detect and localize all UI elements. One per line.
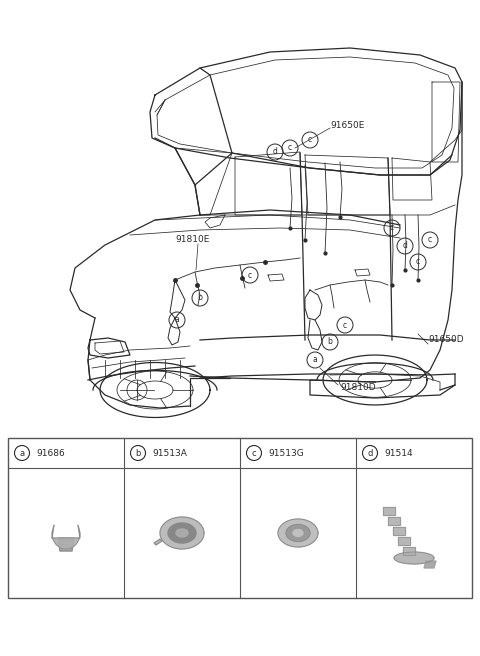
Polygon shape [160,517,204,549]
Polygon shape [403,547,415,555]
Polygon shape [154,539,162,545]
Bar [8,438,472,598]
Text: 91650D: 91650D [428,335,464,344]
Polygon shape [393,527,405,535]
Text: c: c [252,449,256,457]
Polygon shape [394,552,434,564]
Text: 91513A: 91513A [152,449,187,457]
Text: d: d [403,241,408,251]
Text: a: a [19,449,24,457]
Text: 91514: 91514 [384,449,413,457]
Polygon shape [278,519,318,547]
Text: c: c [288,144,292,152]
Text: c: c [343,321,347,329]
Text: 91650E: 91650E [330,121,364,129]
Text: 91810D: 91810D [340,384,376,392]
Text: c: c [428,236,432,245]
Text: 91810E: 91810E [175,236,209,245]
Text: b: b [135,449,141,457]
Polygon shape [52,525,80,549]
Text: c: c [390,224,394,232]
Text: a: a [312,356,317,365]
Text: a: a [175,316,180,325]
Text: d: d [367,449,372,457]
Text: d: d [273,148,277,157]
Polygon shape [286,525,310,541]
Text: 91686: 91686 [36,449,65,457]
Polygon shape [388,517,400,525]
Text: c: c [416,258,420,266]
Polygon shape [293,529,303,537]
Polygon shape [176,529,188,537]
Text: b: b [327,337,333,346]
Polygon shape [383,507,395,515]
Polygon shape [168,523,196,543]
Polygon shape [424,561,436,568]
Text: c: c [308,136,312,144]
Text: b: b [198,293,203,302]
Polygon shape [58,538,74,551]
Polygon shape [398,537,410,545]
Text: 91513G: 91513G [268,449,304,457]
Text: c: c [248,270,252,279]
